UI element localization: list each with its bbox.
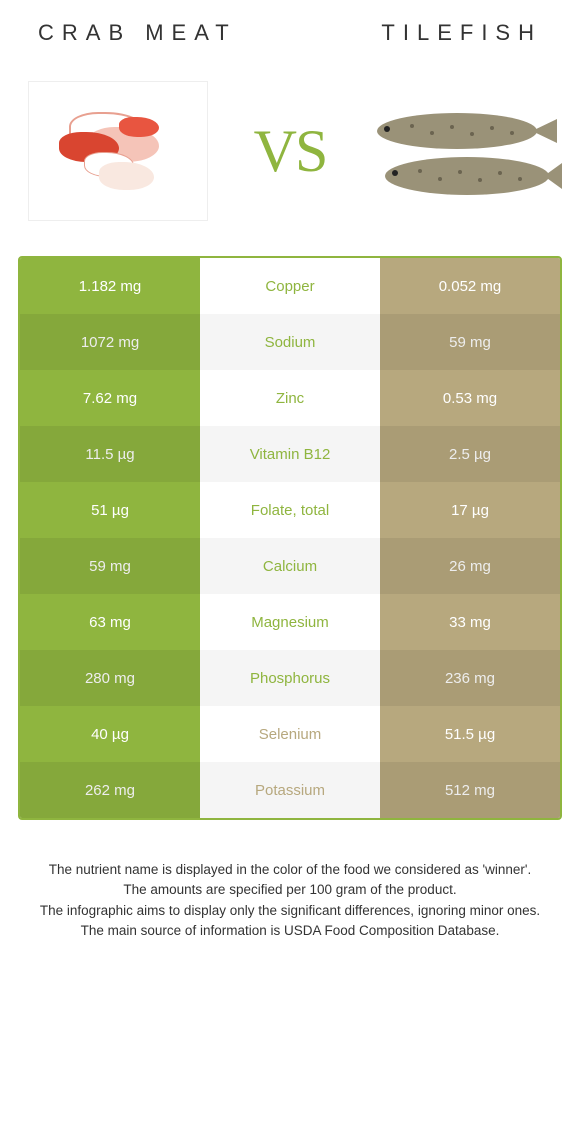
nutrient-name: Calcium [200, 538, 380, 594]
nutrient-name: Copper [200, 258, 380, 314]
nutrient-name: Selenium [200, 706, 380, 762]
right-value: 0.052 mg [380, 258, 560, 314]
nutrient-name: Phosphorus [200, 650, 380, 706]
title-row: Crab meat Tilefish [18, 20, 562, 66]
table-row: 280 mgPhosphorus236 mg [20, 650, 560, 706]
right-value: 17 µg [380, 482, 560, 538]
left-food-image [18, 76, 218, 226]
right-value: 236 mg [380, 650, 560, 706]
right-value: 512 mg [380, 762, 560, 818]
left-value: 11.5 µg [20, 426, 200, 482]
table-row: 11.5 µgVitamin B122.5 µg [20, 426, 560, 482]
left-value: 7.62 mg [20, 370, 200, 426]
nutrient-table: 1.182 mgCopper0.052 mg1072 mgSodium59 mg… [18, 256, 562, 820]
nutrient-name: Folate, total [200, 482, 380, 538]
table-row: 7.62 mgZinc0.53 mg [20, 370, 560, 426]
right-value: 0.53 mg [380, 370, 560, 426]
right-food-title: Tilefish [381, 20, 542, 46]
left-value: 280 mg [20, 650, 200, 706]
left-value: 40 µg [20, 706, 200, 762]
table-row: 63 mgMagnesium33 mg [20, 594, 560, 650]
footer-line: The nutrient name is displayed in the co… [28, 860, 552, 880]
right-value: 2.5 µg [380, 426, 560, 482]
right-food-image [362, 76, 562, 226]
left-food-title: Crab meat [38, 20, 237, 46]
table-row: 1072 mgSodium59 mg [20, 314, 560, 370]
table-row: 262 mgPotassium512 mg [20, 762, 560, 818]
left-value: 1.182 mg [20, 258, 200, 314]
footer-line: The infographic aims to display only the… [28, 901, 552, 921]
left-value: 63 mg [20, 594, 200, 650]
left-value: 51 µg [20, 482, 200, 538]
table-row: 40 µgSelenium51.5 µg [20, 706, 560, 762]
nutrient-name: Sodium [200, 314, 380, 370]
vs-label: VS [254, 117, 327, 186]
nutrient-name: Magnesium [200, 594, 380, 650]
right-value: 33 mg [380, 594, 560, 650]
right-value: 59 mg [380, 314, 560, 370]
nutrient-name: Potassium [200, 762, 380, 818]
footer-line: The amounts are specified per 100 gram o… [28, 880, 552, 900]
left-value: 59 mg [20, 538, 200, 594]
left-value: 262 mg [20, 762, 200, 818]
footer-notes: The nutrient name is displayed in the co… [18, 820, 562, 941]
table-row: 51 µgFolate, total17 µg [20, 482, 560, 538]
hero-section: VS [18, 66, 562, 256]
fish-icon [362, 91, 562, 211]
table-row: 59 mgCalcium26 mg [20, 538, 560, 594]
nutrient-name: Vitamin B12 [200, 426, 380, 482]
left-value: 1072 mg [20, 314, 200, 370]
footer-line: The main source of information is USDA F… [28, 921, 552, 941]
table-row: 1.182 mgCopper0.052 mg [20, 258, 560, 314]
right-value: 26 mg [380, 538, 560, 594]
right-value: 51.5 µg [380, 706, 560, 762]
nutrient-name: Zinc [200, 370, 380, 426]
